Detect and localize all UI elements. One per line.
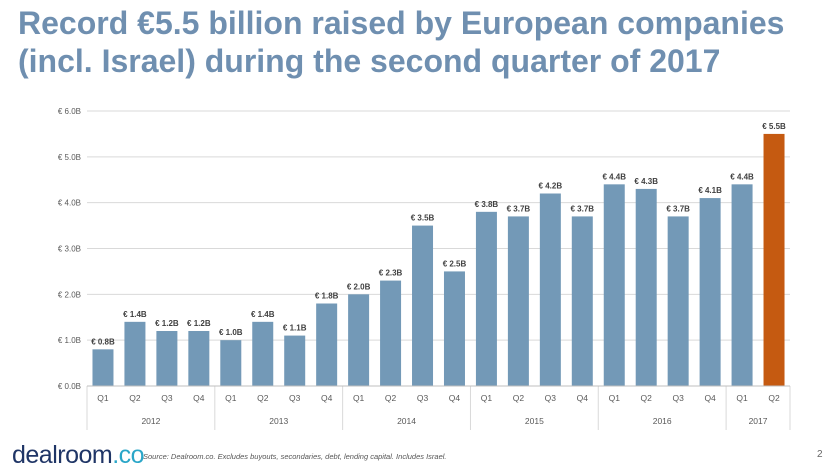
bar (348, 294, 370, 386)
data-label: € 4.1B (698, 186, 722, 195)
bar (635, 188, 657, 386)
data-label: € 1.8B (315, 292, 339, 301)
bar (220, 340, 242, 386)
bar-chart: € 0.0B € 1.0B € 2.0B € 3.0B € 4.0B € 5.0B € 6.… (58, 107, 791, 430)
bar (443, 271, 465, 386)
y-tick-label: € 0.0B (58, 382, 81, 391)
year-label: 2014 (397, 416, 416, 426)
bar (571, 216, 593, 386)
year-label: 2017 (749, 416, 768, 426)
bar (156, 331, 178, 386)
data-label: € 2.0B (347, 282, 371, 291)
year-label: 2015 (525, 416, 544, 426)
x-tick-label: Q2 (129, 393, 141, 403)
bar (667, 216, 689, 386)
x-tick-label: Q3 (289, 393, 301, 403)
bar (284, 335, 306, 386)
y-tick-label: € 5.0B (58, 153, 81, 162)
y-tick-label: € 1.0B (58, 336, 81, 345)
bar (699, 198, 721, 386)
x-tick-label: Q3 (161, 393, 173, 403)
bar (316, 303, 338, 386)
data-label: € 4.3B (634, 177, 658, 186)
data-label: € 4.4B (730, 172, 754, 181)
year-label: 2013 (269, 416, 288, 426)
y-tick-label: € 2.0B (58, 290, 81, 299)
bar (92, 349, 114, 386)
page-title: Record €5.5 billion raised by European c… (18, 4, 828, 80)
source-note: Source: Dealroom.co. Excludes buyouts, s… (143, 452, 447, 461)
year-label: 2012 (141, 416, 160, 426)
title-line-1: Record €5.5 billion raised by European c… (18, 5, 785, 41)
data-label: € 1.4B (123, 310, 147, 319)
x-tick-label: Q2 (513, 393, 525, 403)
data-label: € 5.5B (762, 122, 786, 131)
bar (507, 216, 529, 386)
x-tick-label: Q1 (736, 393, 748, 403)
bar (475, 211, 497, 386)
data-label: € 1.4B (251, 310, 275, 319)
data-label: € 2.3B (379, 269, 403, 278)
data-label: € 3.5B (411, 214, 435, 223)
bar (124, 321, 146, 386)
bar (539, 193, 561, 386)
year-label: 2016 (653, 416, 672, 426)
x-tick-label: Q3 (672, 393, 684, 403)
data-label: € 3.8B (475, 200, 499, 209)
x-tick-label: Q1 (609, 393, 621, 403)
data-label: € 3.7B (507, 204, 531, 213)
x-tick-label: Q2 (385, 393, 397, 403)
bar (731, 184, 753, 386)
x-tick-label: Q1 (481, 393, 493, 403)
data-label: € 1.1B (283, 324, 307, 333)
x-tick-label: Q4 (321, 393, 333, 403)
data-label: € 3.7B (666, 204, 690, 213)
data-label: € 3.7B (571, 204, 595, 213)
x-tick-label: Q4 (577, 393, 589, 403)
bar (188, 331, 210, 386)
bar (380, 280, 402, 386)
y-tick-label: € 3.0B (58, 245, 81, 254)
x-tick-label: Q1 (225, 393, 237, 403)
y-tick-label: € 6.0B (58, 107, 81, 116)
x-tick-label: Q4 (704, 393, 716, 403)
x-tick-label: Q1 (97, 393, 109, 403)
x-tick-label: Q2 (257, 393, 269, 403)
data-label: € 4.2B (539, 182, 563, 191)
data-label: € 1.2B (187, 319, 211, 328)
dealroom-logo: dealroom.co (12, 441, 145, 469)
data-label: € 1.0B (219, 328, 243, 337)
bar (412, 225, 434, 386)
data-label: € 4.4B (602, 172, 626, 181)
x-tick-label: Q2 (768, 393, 780, 403)
x-tick-label: Q4 (449, 393, 461, 403)
page-number: 2 (817, 449, 823, 460)
y-tick-label: € 4.0B (58, 199, 81, 208)
bar (763, 133, 785, 386)
title-line-2: (incl. Israel) during the second quarter… (18, 43, 721, 79)
x-tick-label: Q3 (417, 393, 429, 403)
data-label: € 0.8B (91, 337, 115, 346)
data-label: € 2.5B (443, 259, 467, 268)
x-tick-label: Q1 (353, 393, 365, 403)
data-label: € 1.2B (155, 319, 179, 328)
bar (603, 184, 625, 386)
bar (252, 321, 274, 386)
x-tick-label: Q4 (193, 393, 205, 403)
x-tick-label: Q3 (545, 393, 557, 403)
x-tick-label: Q2 (641, 393, 653, 403)
